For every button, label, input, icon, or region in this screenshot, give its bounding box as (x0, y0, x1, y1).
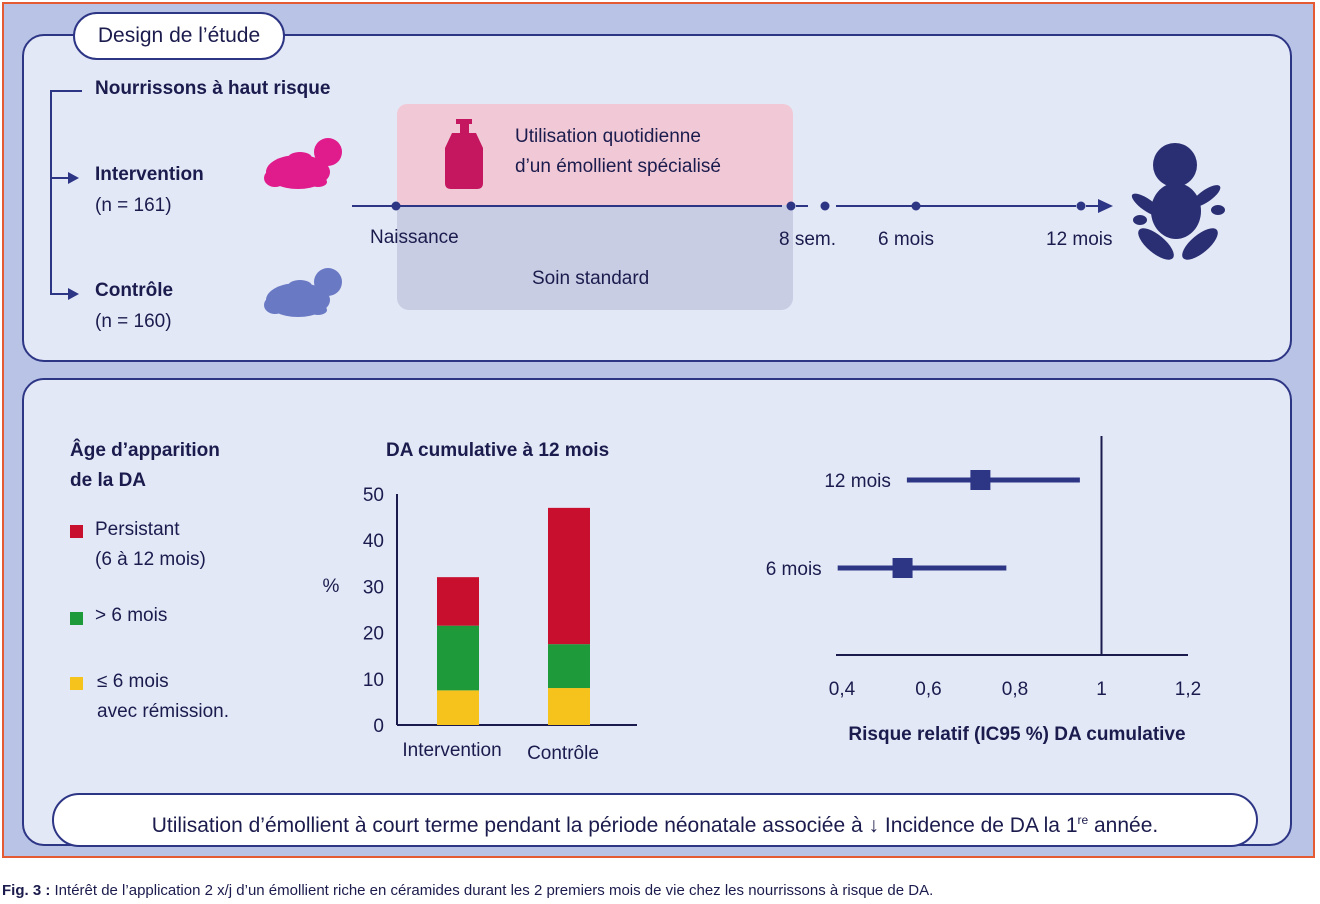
bar-y-axis-label: % (323, 576, 340, 597)
timeline-dot-12-months (1076, 201, 1086, 211)
bar-category-label: Intervention (402, 740, 501, 761)
legend-swatch-under6 (70, 677, 83, 690)
study-design-title: Design de l’étude (73, 12, 285, 60)
bar-y-tick-label: 40 (363, 531, 384, 552)
timeline-dot-6-months (911, 201, 921, 211)
caption-label: Fig. 3 : (2, 882, 51, 899)
bar-segment (548, 688, 590, 725)
bar-segment (437, 625, 479, 691)
standard-care-box (397, 205, 793, 310)
bar-segment (548, 644, 590, 689)
emollient-text-line2: d’un émollient spécialisé (515, 156, 721, 177)
bracket-control-tick (50, 293, 70, 295)
forest-x-tick-label: 0,6 (915, 679, 941, 700)
timeline-label-6-months: 6 mois (878, 229, 934, 250)
forest-row-label: 12 mois (824, 471, 891, 492)
bar-chart-title: DA cumulative à 12 mois (386, 440, 609, 461)
bar-y-tick-label: 0 (373, 716, 384, 737)
population-label: Nourrissons à haut risque (95, 78, 331, 99)
bar-segment (548, 507, 590, 645)
bar-y-tick-label: 30 (363, 577, 384, 598)
conclusion-superscript: re (1077, 813, 1089, 827)
forest-row-label: 6 mois (766, 559, 822, 580)
bar-segment (437, 690, 479, 725)
bar-y-tick-label: 20 (363, 624, 384, 645)
timeline-label-birth: Naissance (370, 227, 459, 248)
control-arrow-icon (68, 288, 79, 300)
control-n: (n = 160) (95, 311, 172, 332)
timeline-label-8-weeks: 8 sem. (779, 229, 837, 250)
bracket-intervention-tick (50, 177, 70, 179)
intervention-n: (n = 161) (95, 195, 172, 216)
bar-category-label: Contrôle (527, 743, 599, 764)
forest-x-tick-label: 1,2 (1175, 679, 1201, 700)
legend-persistent-line1: Persistant (95, 519, 180, 540)
forest-x-axis-label: Risque relatif (IC95 %) DA cumulative (848, 724, 1185, 745)
forest-estimate-marker (892, 558, 913, 578)
legend-persistent-line2: (6 à 12 mois) (95, 549, 206, 570)
legend-over6: > 6 mois (95, 605, 168, 626)
timeline-label-12-months: 12 mois (1046, 229, 1113, 250)
forest-x-tick-label: 1 (1096, 679, 1107, 700)
legend-swatch-persistent (70, 525, 83, 538)
standard-care-label: Soin standard (532, 268, 650, 289)
sitting-baby-icon (1131, 143, 1225, 260)
intervention-arrow-icon (68, 172, 79, 184)
legend-title-line2: de la DA (70, 470, 147, 491)
conclusion-text-end: année. (1088, 814, 1159, 837)
legend-swatch-over6 (70, 612, 83, 625)
blue-baby-icon (264, 268, 342, 317)
intervention-label: Intervention (95, 164, 204, 185)
bar-segment (437, 577, 479, 626)
bar-y-tick-label: 50 (363, 485, 384, 506)
legend-title-line1: Âge d’apparition (70, 440, 220, 461)
legend-under6-line1: ≤ 6 mois (97, 671, 169, 692)
legend-under6-line2: avec rémission. (97, 701, 229, 722)
pink-baby-icon (264, 138, 342, 189)
bracket-top-tick (50, 90, 82, 92)
caption-text: Intérêt de l’application 2 x/j d’un émol… (50, 882, 934, 899)
down-arrow-icon: ↓ (868, 814, 880, 837)
bar-y-tick-label: 10 (363, 670, 384, 691)
control-label: Contrôle (95, 280, 174, 301)
forest-x-tick-label: 0,8 (1002, 679, 1028, 700)
conclusion-text-middle: Incidence de DA la 1 (879, 814, 1078, 837)
forest-x-tick-label: 0,4 (829, 679, 856, 700)
figure-caption: Fig. 3 : Intérêt de l’application 2 x/j … (2, 882, 933, 899)
timeline-dot-8-weeks-b (820, 201, 830, 211)
emollient-text-line1: Utilisation quotidienne (515, 126, 701, 147)
conclusion-text-start: Utilisation d’émollient à court terme pe… (151, 814, 869, 837)
conclusion-banner: Utilisation d’émollient à court terme pe… (52, 793, 1258, 847)
results-panel (22, 378, 1292, 846)
group-bracket (50, 90, 52, 294)
timeline-dot-birth (391, 201, 401, 211)
timeline-dot-8-weeks (786, 201, 796, 211)
forest-estimate-marker (970, 470, 991, 490)
timeline-arrow-icon (1098, 199, 1113, 213)
